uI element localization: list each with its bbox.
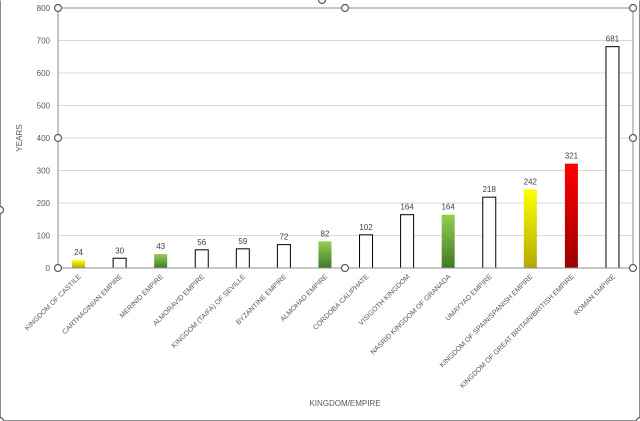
y-axis-ticks: 0 100 200 300 400 500 600 700 800 [37, 4, 51, 273]
data-label: 72 [279, 233, 288, 242]
x-category-label: MERINID EMPIRE [119, 273, 165, 319]
bar[interactable] [605, 46, 620, 269]
data-label: 43 [156, 242, 165, 251]
bar[interactable] [194, 249, 209, 269]
bar[interactable] [154, 254, 168, 268]
y-axis-title: YEARS [15, 124, 24, 151]
data-label: 59 [238, 237, 247, 246]
x-category-label: KINGDOM (TAIFA) OF SEVILLE [171, 273, 248, 350]
chart-resize-handle[interactable] [317, 0, 327, 5]
resize-handle[interactable] [628, 133, 638, 143]
resize-handle[interactable] [53, 133, 63, 143]
x-category-label: NASRID KINGDOM OF GRANADA [370, 273, 453, 356]
bar[interactable] [441, 214, 455, 268]
bar[interactable] [112, 257, 127, 269]
data-label: 30 [115, 246, 124, 255]
x-axis-title: KINGDOM/EMPIRE [309, 399, 380, 408]
data-label: 56 [197, 238, 206, 247]
y-tick-label: 0 [46, 264, 51, 273]
bars [72, 46, 620, 269]
bar[interactable] [359, 234, 374, 269]
resize-handle[interactable] [53, 263, 63, 273]
bar[interactable] [400, 214, 415, 269]
y-tick-label: 600 [37, 69, 51, 78]
gridlines [58, 7, 633, 269]
bar[interactable] [235, 248, 250, 269]
bar[interactable] [523, 189, 537, 268]
x-category-label: KINGDOM OF SPAIN/SPANISH EMPIRE [439, 273, 535, 369]
data-label: 102 [359, 223, 373, 232]
chart-resize-handle[interactable] [635, 416, 640, 421]
data-label: 681 [606, 35, 620, 44]
bar[interactable] [564, 163, 578, 268]
resize-handle[interactable] [340, 263, 350, 273]
y-tick-label: 700 [37, 37, 51, 46]
x-category-label: ROMAN EMPIRE [573, 273, 617, 317]
x-category-label: UMAYYAD EMPIRE [445, 273, 494, 322]
resize-handle[interactable] [628, 263, 638, 273]
resize-handle[interactable] [340, 3, 350, 13]
plot-area-selection[interactable] [53, 3, 638, 273]
data-label: 242 [524, 177, 538, 186]
bar[interactable] [72, 260, 86, 268]
y-tick-label: 500 [37, 102, 51, 111]
data-label: 321 [565, 152, 579, 161]
data-label: 164 [400, 203, 414, 212]
data-labels: 24 30 43 56 59 72 82 102 164 164 218 242 321 681 [74, 35, 620, 258]
resize-handle[interactable] [53, 3, 63, 13]
y-tick-label: 200 [37, 199, 51, 208]
data-label: 82 [321, 229, 330, 238]
y-tick-label: 100 [37, 232, 51, 241]
y-tick-label: 800 [37, 4, 51, 13]
chart-resize-handle[interactable] [0, 205, 5, 215]
data-label: 164 [441, 203, 455, 212]
y-tick-label: 300 [37, 167, 51, 176]
bar[interactable] [482, 196, 497, 269]
data-label: 218 [483, 185, 497, 194]
chart-resize-handle[interactable] [0, 416, 5, 421]
bar[interactable] [276, 244, 291, 269]
bar[interactable] [318, 241, 332, 268]
y-tick-label: 400 [37, 134, 51, 143]
data-label: 24 [74, 248, 83, 257]
resize-handle[interactable] [628, 3, 638, 13]
